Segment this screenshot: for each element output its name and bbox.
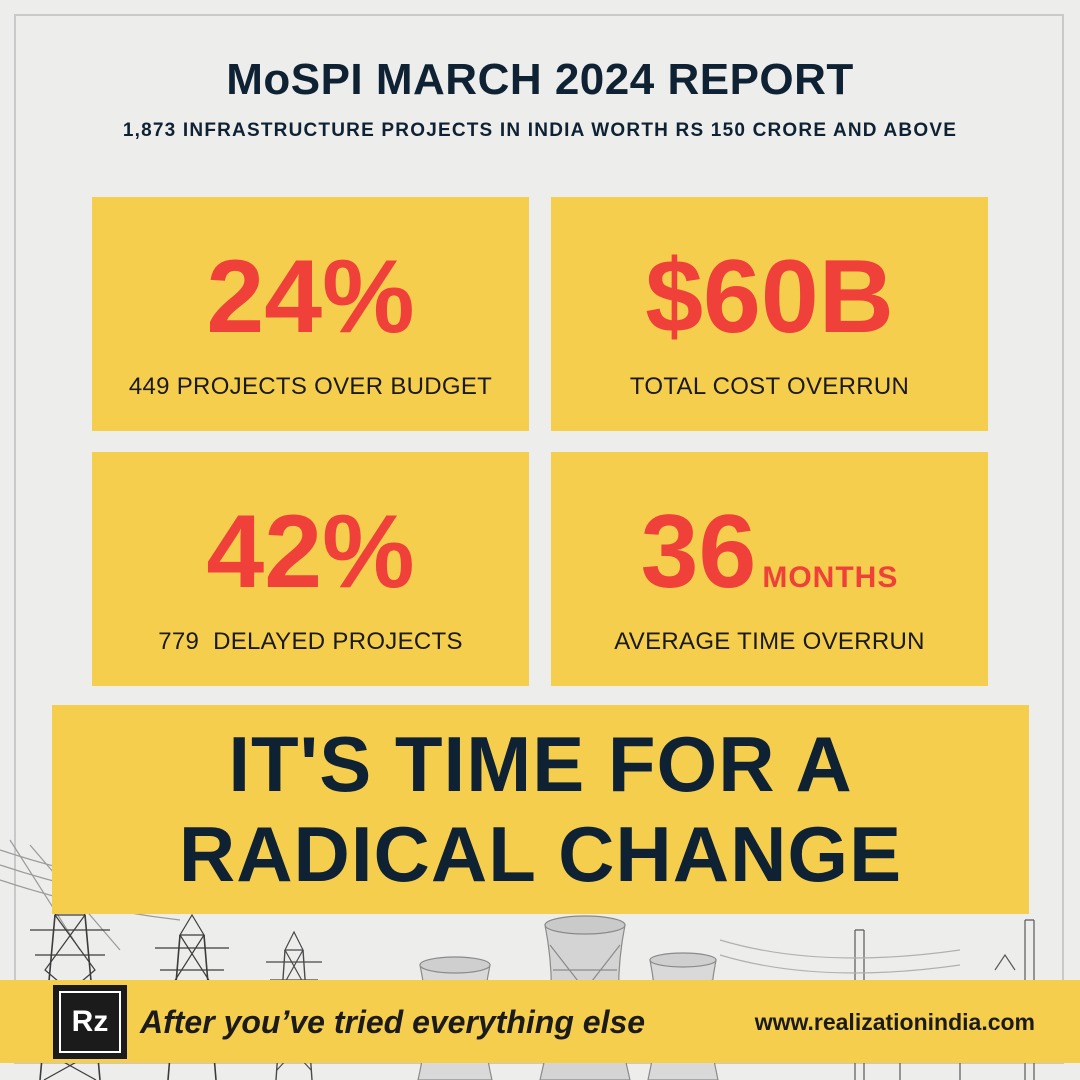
footer-bar — [0, 980, 1080, 1063]
rz-logo: Rz — [53, 985, 127, 1059]
report-subtitle: 1,873 INFRASTRUCTURE PROJECTS IN INDIA W… — [122, 120, 958, 141]
stat-value: $60B — [645, 239, 894, 355]
stat-card-cost-overrun: $60B TOTAL COST OVERRUN — [551, 197, 988, 431]
stat-value: 36 MONTHS — [640, 494, 899, 610]
logo-text: Rz — [59, 991, 121, 1053]
headline-line-2: RADICAL CHANGE — [178, 810, 903, 898]
stat-card-delayed: 42% 779 DELAYED PROJECTS — [92, 452, 529, 686]
stat-unit: MONTHS — [762, 561, 899, 594]
stat-label: 449 PROJECTS OVER BUDGET — [128, 373, 493, 400]
stat-card-over-budget: 24% 449 PROJECTS OVER BUDGET — [92, 197, 529, 431]
stat-card-time-overrun: 36 MONTHS AVERAGE TIME OVERRUN — [551, 452, 988, 686]
stat-value: 24% — [206, 239, 415, 355]
stat-value: 42% — [206, 494, 415, 610]
headline-banner: IT'S TIME FOR A RADICAL CHANGE — [52, 705, 1029, 914]
footer-website-link[interactable]: www.realizationindia.com — [754, 1009, 1035, 1035]
stat-label: AVERAGE TIME OVERRUN — [614, 628, 925, 655]
stat-label: TOTAL COST OVERRUN — [629, 373, 910, 400]
footer-tagline: After you’ve tried everything else — [140, 1004, 646, 1040]
stat-label: 779 DELAYED PROJECTS — [158, 628, 463, 655]
page-frame — [14, 14, 1064, 1064]
report-title: MoSPI MARCH 2024 REPORT — [226, 55, 854, 104]
headline-line-1: IT'S TIME FOR A — [228, 720, 853, 808]
